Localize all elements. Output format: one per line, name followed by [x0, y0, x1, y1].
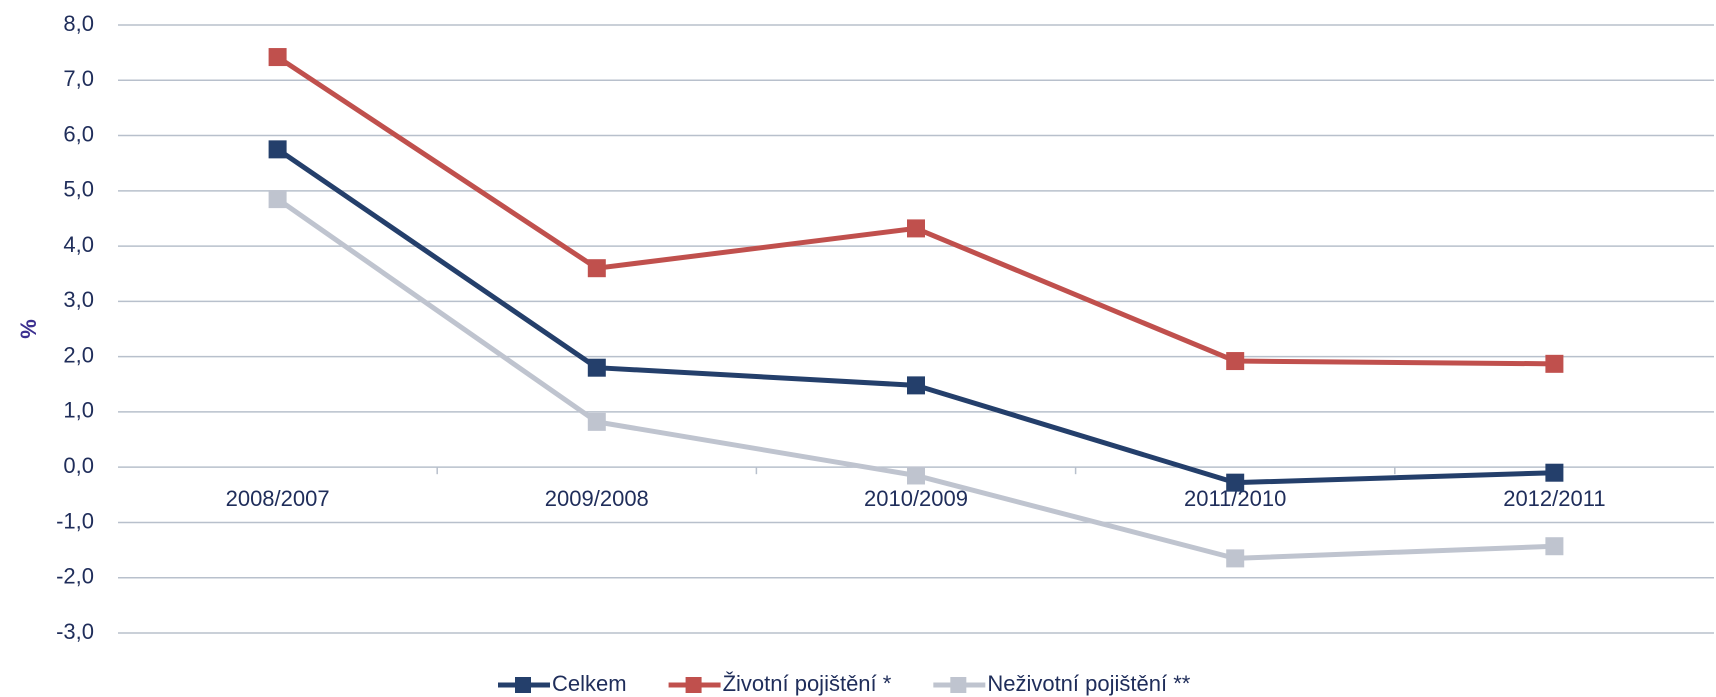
y-tick-label: 2,0	[63, 342, 94, 367]
y-tick-label: -1,0	[56, 508, 94, 533]
point-marker	[268, 48, 287, 67]
series-line	[276, 54, 1555, 367]
x-tick-label: 2010/2009	[864, 486, 968, 511]
y-tick-label: 7,0	[63, 66, 94, 91]
point-marker	[1545, 537, 1564, 556]
point-marker	[268, 190, 287, 209]
series-line	[276, 147, 1555, 486]
y-tick-label: 6,0	[63, 121, 94, 146]
y-tick-label: 1,0	[63, 398, 94, 423]
legend-marker	[515, 677, 531, 693]
y-tick-label: 3,0	[63, 287, 94, 312]
point-marker	[1226, 352, 1245, 371]
point-marker	[587, 259, 606, 278]
y-axis-label: %	[16, 319, 41, 339]
legend-marker	[950, 677, 967, 693]
legend-marker	[685, 677, 702, 693]
point-marker	[907, 376, 925, 395]
point-marker	[587, 412, 606, 431]
y-tick-label: -3,0	[56, 619, 94, 644]
point-marker	[1545, 463, 1564, 482]
point-marker	[1226, 549, 1245, 568]
legend-label: Životní pojištění *	[723, 671, 892, 696]
point-marker	[268, 140, 287, 159]
y-tick-label: 0,0	[63, 453, 94, 478]
point-marker	[907, 219, 925, 238]
y-tick-label: 8,0	[63, 11, 94, 36]
point-marker	[907, 466, 925, 485]
legend-label: Celkem	[552, 671, 627, 696]
x-tick-label: 2008/2007	[226, 486, 330, 511]
point-marker	[1545, 354, 1564, 373]
y-tick-label: 4,0	[63, 232, 94, 257]
legend-label: Neživotní pojištění **	[987, 671, 1190, 696]
point-marker	[1226, 473, 1245, 492]
y-tick-label: -2,0	[56, 564, 94, 589]
y-tick-label: 5,0	[63, 177, 94, 202]
point-marker	[587, 358, 606, 377]
x-tick-label: 2009/2008	[545, 486, 649, 511]
x-tick-label: 2012/2011	[1503, 486, 1605, 511]
